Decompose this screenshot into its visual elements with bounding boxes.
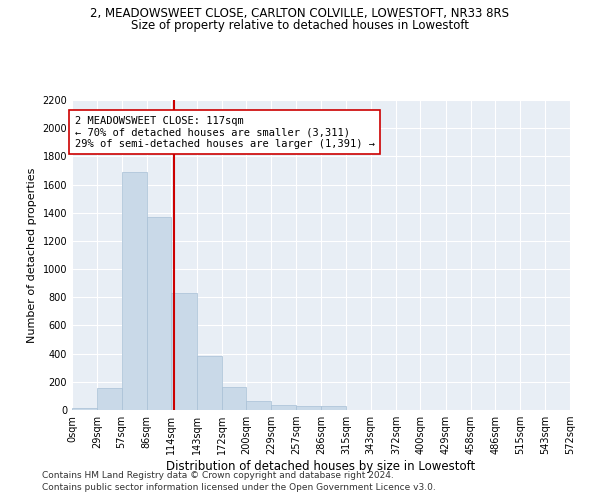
Bar: [72, 408, 97, 410]
Text: Contains public sector information licensed under the Open Government Licence v3: Contains public sector information licen…: [42, 484, 436, 492]
Text: 2, MEADOWSWEET CLOSE, CARLTON COLVILLE, LOWESTOFT, NR33 8RS: 2, MEADOWSWEET CLOSE, CARLTON COLVILLE, …: [91, 8, 509, 20]
Bar: [271, 405, 296, 410]
Bar: [222, 388, 246, 410]
Bar: [147, 217, 171, 410]
Bar: [171, 293, 197, 410]
Bar: [321, 406, 346, 410]
Bar: [246, 401, 271, 410]
X-axis label: Distribution of detached houses by size in Lowestoft: Distribution of detached houses by size …: [166, 460, 476, 473]
Text: Contains HM Land Registry data © Crown copyright and database right 2024.: Contains HM Land Registry data © Crown c…: [42, 471, 394, 480]
Text: 2 MEADOWSWEET CLOSE: 117sqm
← 70% of detached houses are smaller (3,311)
29% of : 2 MEADOWSWEET CLOSE: 117sqm ← 70% of det…: [74, 116, 374, 148]
Bar: [97, 388, 122, 410]
Bar: [197, 356, 222, 410]
Y-axis label: Number of detached properties: Number of detached properties: [27, 168, 37, 342]
Bar: [296, 406, 321, 410]
Bar: [122, 172, 147, 410]
Text: Size of property relative to detached houses in Lowestoft: Size of property relative to detached ho…: [131, 18, 469, 32]
